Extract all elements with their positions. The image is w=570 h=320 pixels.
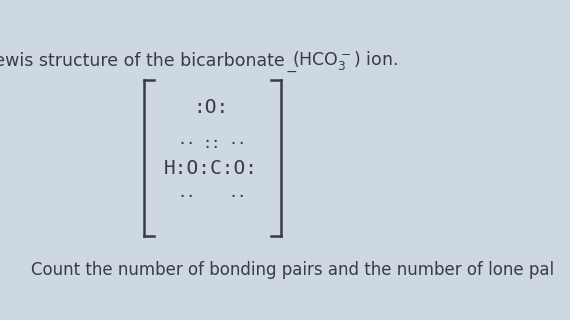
Text: ··: ·· (177, 188, 196, 204)
Text: $\left(\mathrm{HCO_3^-}\right)$ ion.: $\left(\mathrm{HCO_3^-}\right)$ ion. (292, 49, 398, 72)
Text: $-$: $-$ (286, 64, 298, 78)
Text: H:O:C:O:: H:O:C:O: (164, 159, 258, 179)
Text: ::: :: (202, 136, 221, 151)
Text: ··: ·· (229, 188, 247, 204)
Text: Count the number of bonding pairs and the number of lone pal: Count the number of bonding pairs and th… (31, 261, 553, 279)
Text: ··: ·· (177, 136, 196, 151)
Text: :O:: :O: (194, 98, 229, 117)
Text: ··: ·· (229, 136, 247, 151)
Text: Below is the Lewis structure of the bicarbonate: Below is the Lewis structure of the bica… (0, 52, 290, 69)
